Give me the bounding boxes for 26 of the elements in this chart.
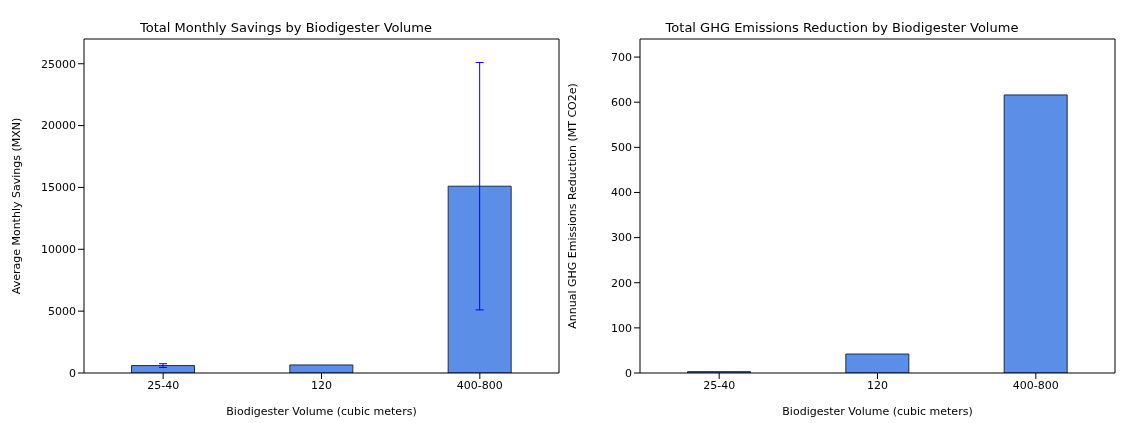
y-tick-label: 25000: [41, 57, 76, 71]
x-tick-label: 400-800: [456, 378, 503, 392]
y-tick-label: 0: [625, 366, 632, 380]
y-tick-label: 20000: [41, 119, 76, 133]
x-tick-label: 25-40: [703, 378, 736, 392]
x-tick-label: 120: [867, 378, 888, 392]
x-axis-title: Biodigester Volume (cubic meters): [226, 405, 417, 418]
y-tick-label: 300: [611, 231, 632, 245]
y-tick-label: 500: [611, 141, 632, 155]
y-tick-label: 0: [69, 366, 76, 380]
y-tick-label: 400: [611, 186, 632, 200]
x-tick-label: 25-40: [147, 378, 180, 392]
y-tick-label: 15000: [41, 181, 76, 195]
y-axis-title: Annual GHG Emissions Reduction (MT CO2e): [565, 83, 579, 329]
x-tick-label: 120: [311, 378, 332, 392]
y-tick-label: 200: [611, 276, 632, 290]
chart-title: Total GHG Emissions Reduction by Biodigester Volume: [664, 20, 1020, 35]
chart-title: Total Monthly Savings by Biodigester Volume: [139, 20, 433, 35]
y-tick-label: 100: [611, 321, 632, 335]
y-tick-label: 700: [611, 50, 632, 64]
y-axis-title: Average Monthly Savings (MXN): [9, 117, 23, 295]
y-tick-label: 10000: [41, 243, 76, 257]
x-tick-label: 400-800: [1012, 378, 1059, 392]
y-tick-label: 600: [611, 96, 632, 110]
x-axis-title: Biodigester Volume (cubic meters): [782, 405, 973, 418]
y-tick-label: 5000: [48, 305, 76, 319]
